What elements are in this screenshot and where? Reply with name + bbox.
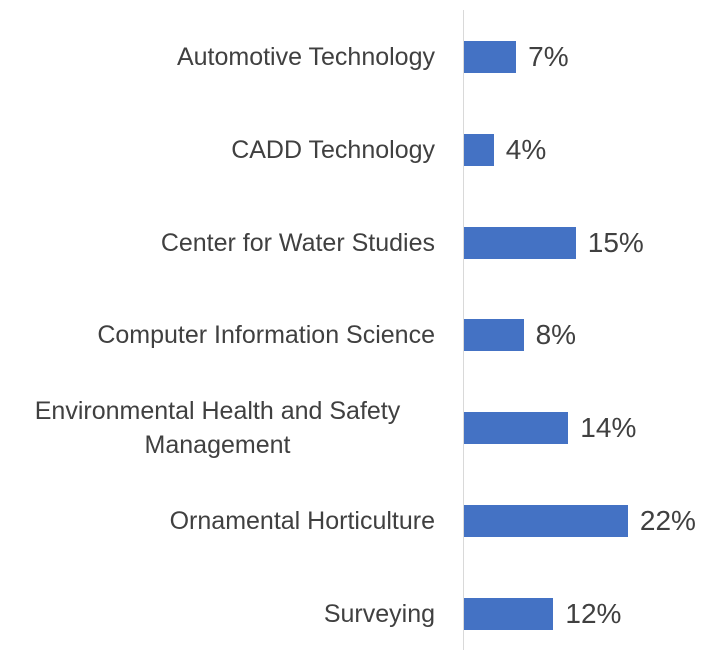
data-label: 14%: [580, 412, 637, 444]
bar: [464, 41, 517, 73]
category-label: Center for Water Studies: [160, 228, 435, 257]
data-label: 12%: [565, 597, 622, 629]
bar: [464, 133, 494, 166]
bar: [464, 226, 576, 259]
category-label: CADD Technology: [231, 135, 435, 164]
category-label: Environmental Health and Safety Manageme…: [34, 397, 401, 460]
bar: [464, 505, 628, 537]
bar: [464, 597, 554, 630]
category-axis: [463, 10, 464, 650]
category-label: Computer Information Science: [97, 321, 435, 350]
data-label: 4%: [505, 133, 547, 165]
data-label: 22%: [639, 505, 696, 536]
category-label: Automotive Technology: [176, 43, 435, 71]
data-label: 8%: [535, 319, 577, 351]
category-label: Ornamental Horticulture: [169, 507, 435, 535]
bar: [464, 319, 524, 352]
bar: [464, 412, 569, 445]
category-label: Surveying: [323, 599, 435, 628]
data-label: 7%: [528, 41, 569, 72]
data-label: 15%: [587, 226, 644, 258]
